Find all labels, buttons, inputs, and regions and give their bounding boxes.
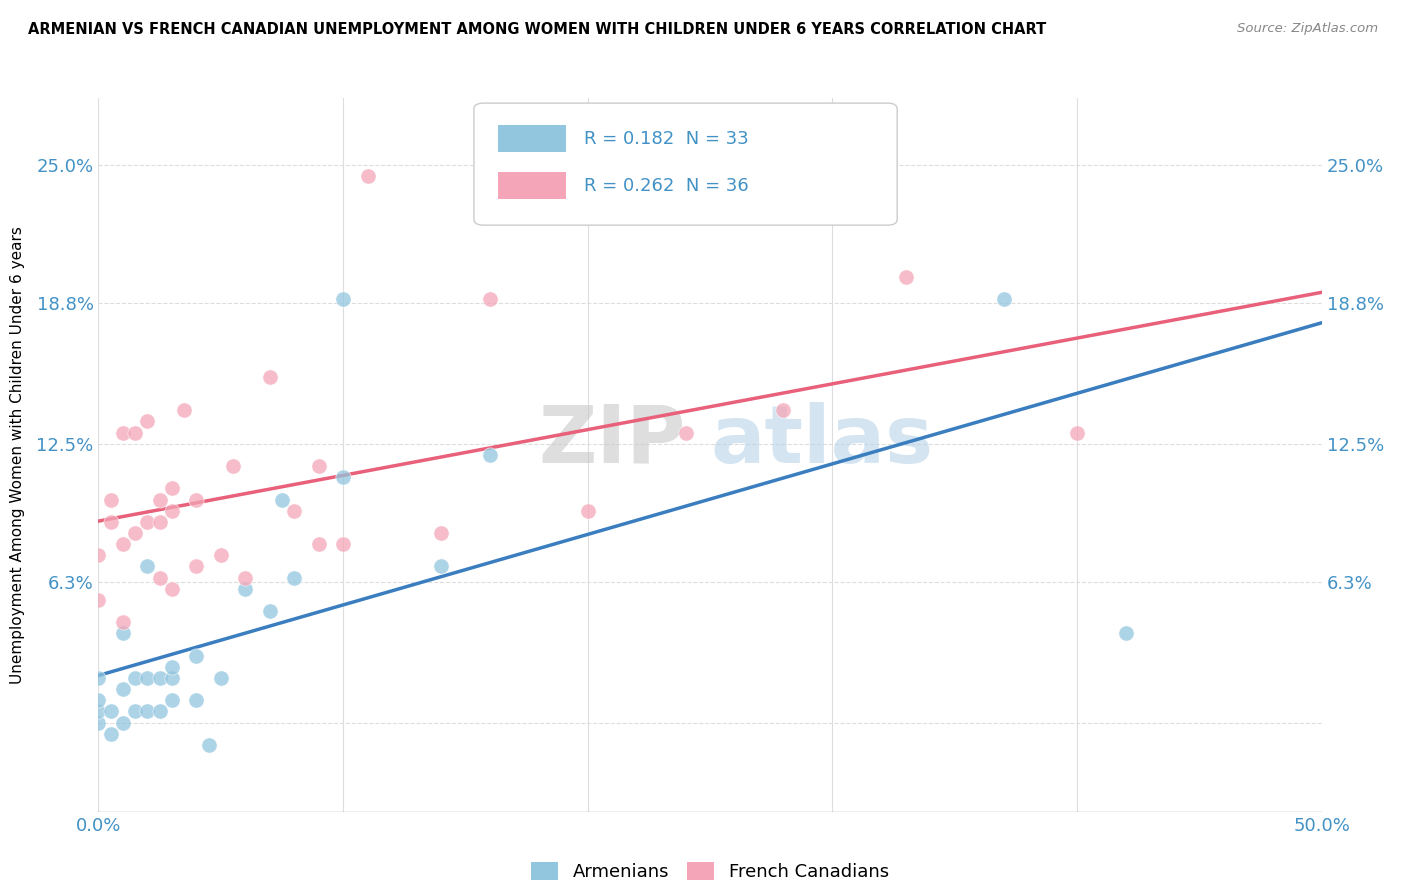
Point [478,292,501,306]
Point [111,425,134,440]
Point [160,482,183,496]
Point [160,660,183,674]
Point [87,705,110,719]
Point [100,515,122,529]
Point [209,548,232,563]
Point [87,715,110,730]
Point [283,503,305,517]
Point [124,525,146,540]
Point [124,705,146,719]
Text: atlas: atlas [710,401,934,480]
Text: R = 0.262  N = 36: R = 0.262 N = 36 [583,177,749,194]
Point [149,492,172,507]
Point [100,705,122,719]
Point [259,604,281,618]
Point [430,559,453,574]
Point [160,693,183,707]
Point [356,169,378,184]
Point [993,292,1015,306]
Text: ZIP: ZIP [538,401,686,480]
Point [100,726,122,740]
Point [772,403,794,417]
Y-axis label: Unemployment Among Women with Children Under 6 years: Unemployment Among Women with Children U… [10,226,25,684]
FancyBboxPatch shape [474,103,897,225]
Point [332,537,354,551]
Point [186,559,208,574]
Point [576,503,599,517]
Point [136,515,159,529]
Point [186,648,208,663]
Point [197,738,219,752]
FancyBboxPatch shape [498,171,565,199]
Point [111,537,134,551]
Point [149,705,172,719]
Point [136,671,159,685]
Point [87,548,110,563]
Text: Source: ZipAtlas.com: Source: ZipAtlas.com [1237,22,1378,36]
Point [136,559,159,574]
Point [222,458,245,473]
Point [233,571,256,585]
Text: ARMENIAN VS FRENCH CANADIAN UNEMPLOYMENT AMONG WOMEN WITH CHILDREN UNDER 6 YEARS: ARMENIAN VS FRENCH CANADIAN UNEMPLOYMENT… [28,22,1046,37]
Text: R = 0.182  N = 33: R = 0.182 N = 33 [583,130,749,148]
Point [136,705,159,719]
Point [430,525,453,540]
Point [111,715,134,730]
Point [1115,626,1137,640]
Point [160,582,183,596]
Point [270,492,294,507]
Point [675,425,697,440]
Point [149,515,172,529]
Point [308,537,330,551]
Point [100,492,122,507]
Point [332,470,354,484]
Legend: Armenians, French Canadians: Armenians, French Canadians [524,855,896,888]
Point [209,671,232,685]
Point [111,681,134,696]
Point [283,571,305,585]
Point [173,403,195,417]
Point [478,448,501,462]
Point [87,592,110,607]
Point [259,369,281,384]
Point [186,492,208,507]
Point [894,269,917,284]
Point [136,414,159,428]
Point [186,693,208,707]
Point [111,615,134,630]
Point [149,671,172,685]
Point [233,582,256,596]
Point [1066,425,1088,440]
Point [308,458,330,473]
Point [332,292,354,306]
Point [160,671,183,685]
FancyBboxPatch shape [498,125,565,152]
Point [124,425,146,440]
Point [149,571,172,585]
Point [111,626,134,640]
Point [87,693,110,707]
Point [87,671,110,685]
Point [124,671,146,685]
Point [160,503,183,517]
